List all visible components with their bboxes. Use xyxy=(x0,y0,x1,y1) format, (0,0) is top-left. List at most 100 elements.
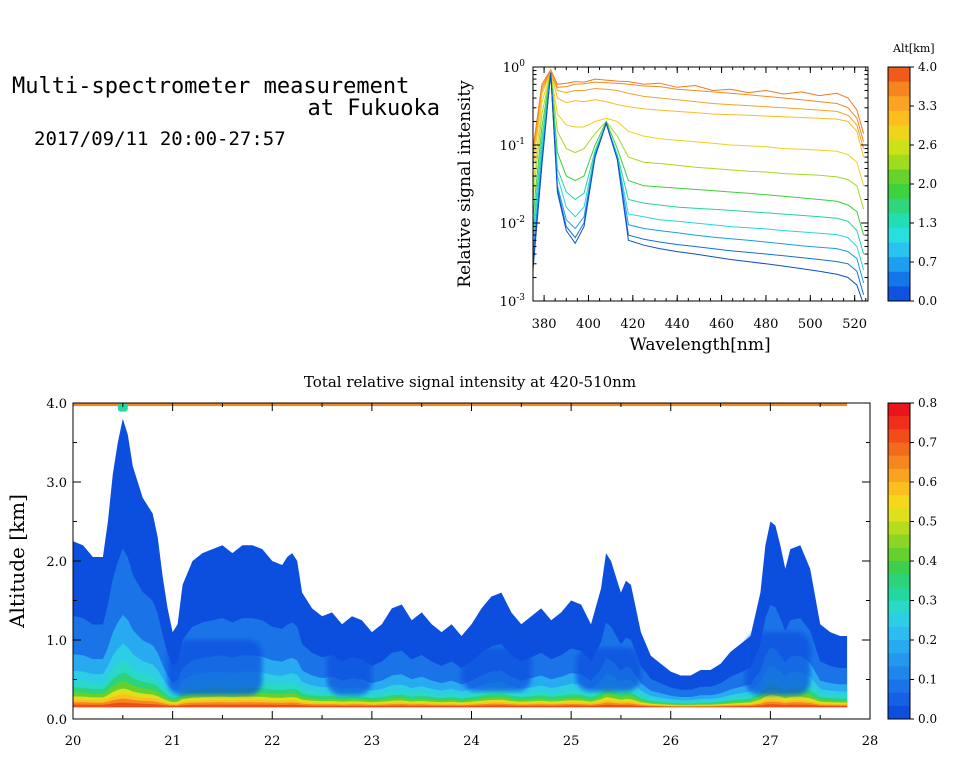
altitude-colorbar-tick-label: 1.3 xyxy=(918,216,937,230)
intensity-colorbar-swatch-15 xyxy=(888,600,910,615)
intensity-colorbar-tick-label: 0.5 xyxy=(918,515,937,529)
heatmap-xtick-label: 20 xyxy=(65,734,82,749)
spectrum-xtick-label: 440 xyxy=(665,317,690,332)
spectrum-line-5 xyxy=(533,72,865,210)
altitude-colorbar-swatch-9 xyxy=(888,198,910,214)
altitude-colorbar-swatch-11 xyxy=(888,227,910,243)
altitude-colorbar-swatch-4 xyxy=(888,125,910,141)
altitude-colorbar-swatch-2 xyxy=(888,96,910,112)
intensity-colorbar-swatch-0 xyxy=(888,403,910,417)
spectrum-ytick-label: 10-1 xyxy=(500,137,525,154)
heatmap-pocket-2 xyxy=(461,647,532,692)
altitude-colorbar-tick-label: 0.0 xyxy=(918,294,937,308)
spectrum-line-2 xyxy=(533,69,865,158)
heatmap-xtick-label: 24 xyxy=(463,734,480,749)
spectrum-line-8 xyxy=(533,72,865,271)
intensity-colorbar-swatch-20 xyxy=(888,666,910,680)
spectrum-line-10 xyxy=(533,72,865,295)
heatmap-layer-10 xyxy=(73,702,848,708)
intensity-colorbar-swatch-1 xyxy=(888,416,910,430)
heatmap-pocket-1 xyxy=(327,643,372,696)
spectrum-xtick-label: 380 xyxy=(532,317,557,332)
heatmap-top-spot xyxy=(117,403,128,412)
spectrum-line-9 xyxy=(533,72,865,284)
intensity-colorbar: 0.8 0.7 0.6 0.5 0.4 0.3 0.2 0.1 0.0 xyxy=(887,396,937,726)
intensity-colorbar-swatch-4 xyxy=(888,455,910,470)
altitude-colorbar-swatch-14 xyxy=(888,271,910,287)
altitude-colorbar-swatch-8 xyxy=(888,184,910,200)
intensity-colorbar-tick-label: 0.3 xyxy=(918,594,937,608)
altitude-colorbar-tick-label: 0.7 xyxy=(918,255,937,269)
spectrum-frame xyxy=(532,66,869,302)
altitude-colorbar-swatch-0 xyxy=(888,67,910,83)
intensity-colorbar-tick-label: 0.2 xyxy=(918,633,937,647)
heatmap-ytick-label: 4.0 xyxy=(46,397,67,412)
altitude-colorbar-swatch-5 xyxy=(888,140,910,156)
altitude-colorbar-tick-label: 2.0 xyxy=(918,177,937,191)
spectrum-ytick-label: 10-3 xyxy=(500,293,526,310)
spectrum-xtick-label: 460 xyxy=(709,317,734,332)
intensity-colorbar-swatch-12 xyxy=(888,561,910,575)
spectrum-xlabel: Wavelength[nm] xyxy=(629,335,770,355)
heatmap-pocket-0 xyxy=(167,640,263,696)
intensity-colorbar-tick-label: 0.1 xyxy=(918,673,937,687)
altitude-colorbar-tick-label: 4.0 xyxy=(918,60,937,74)
heatmap-field xyxy=(73,403,848,708)
spectrum-xtick-label: 400 xyxy=(576,317,601,332)
heatmap-ytick-label: 0.0 xyxy=(46,713,67,728)
heatmap-xtick-label: 25 xyxy=(563,734,580,749)
intensity-colorbar-swatch-6 xyxy=(888,482,910,496)
intensity-colorbar-tick-label: 0.6 xyxy=(918,475,937,489)
spectrum-panel: 380 400 420 440 460 480 500 52010010-110-210-3 … xyxy=(455,59,869,355)
intensity-colorbar-tick-label: 0.7 xyxy=(918,436,937,450)
spectrum-xtick-label: 500 xyxy=(798,317,823,332)
heatmap-axes: 20 21 22 23 24 25 26 27 28 0.0 1.0 2.0 3.0 4.0 xyxy=(46,397,878,749)
intensity-colorbar-swatch-7 xyxy=(888,495,910,509)
spectrum-line-0 xyxy=(533,68,865,149)
heatmap-title: Total relative signal intensity at 420-5… xyxy=(304,373,636,391)
altitude-colorbar-swatch-13 xyxy=(888,257,910,273)
altitude-colorbar-swatch-10 xyxy=(888,213,910,229)
altitude-colorbar: Alt[km] 4.0 3.3 2.6 2.0 1.3 0.7 0.0 xyxy=(887,42,937,308)
altitude-colorbar-tick-label: 2.6 xyxy=(918,138,937,152)
spectrum-line-7 xyxy=(533,72,865,255)
heatmap-ytick-label: 3.0 xyxy=(46,476,67,491)
date-range: 2017/09/11 20:00-27:57 xyxy=(34,128,286,150)
altitude-colorbar-swatch-15 xyxy=(888,286,910,302)
intensity-colorbar-swatch-11 xyxy=(888,547,910,562)
intensity-colorbar-swatch-19 xyxy=(888,653,910,667)
heatmap-ylabel: Altitude [km] xyxy=(5,494,29,629)
chart-title-line2: at Fukuoka xyxy=(307,96,440,121)
intensity-colorbar-tick-label: 0.4 xyxy=(918,554,937,568)
spectrum-ytick-label: 100 xyxy=(503,59,526,76)
heatmap-xtick-label: 23 xyxy=(364,734,381,749)
spectrum-ylabel: Relative signal intensity xyxy=(455,80,475,288)
heatmap-xtick-label: 26 xyxy=(662,734,679,749)
chart-title-line1: Multi-spectrometer measurement xyxy=(12,74,410,99)
heatmap-xtick-label: 21 xyxy=(164,734,181,749)
intensity-colorbar-swatch-9 xyxy=(888,521,910,536)
heatmap-xtick-label: 22 xyxy=(264,734,281,749)
heatmap-xtick-label: 28 xyxy=(862,734,879,749)
heatmap-ytick-label: 2.0 xyxy=(46,555,67,570)
spectrum-line-11 xyxy=(533,72,863,301)
intensity-colorbar-tick-label: 0.0 xyxy=(918,712,937,726)
intensity-colorbar-swatch-21 xyxy=(888,679,910,694)
spectrum-xtick-label: 520 xyxy=(842,317,867,332)
spectrum-line-1 xyxy=(533,69,865,153)
altitude-colorbar-swatch-7 xyxy=(888,169,910,185)
spectrum-ytick-label: 10-2 xyxy=(500,215,525,232)
altitude-colorbar-swatch-3 xyxy=(888,110,910,126)
colorbar-title: Alt[km] xyxy=(892,42,935,55)
heatmap-xtick-label: 27 xyxy=(762,734,779,749)
intensity-colorbar-swatch-3 xyxy=(888,442,910,457)
intensity-colorbar-swatch-14 xyxy=(888,587,910,601)
intensity-colorbar-swatch-5 xyxy=(888,468,910,483)
altitude-colorbar-tick-label: 3.3 xyxy=(918,99,937,113)
intensity-colorbar-tick-label: 0.8 xyxy=(918,396,937,410)
intensity-colorbar-swatch-2 xyxy=(888,429,910,443)
spectrum-line-4 xyxy=(533,72,865,186)
altitude-time-panel: Total relative signal intensity at 420-5… xyxy=(5,373,878,749)
spectrum-xtick-label: 480 xyxy=(754,317,779,332)
